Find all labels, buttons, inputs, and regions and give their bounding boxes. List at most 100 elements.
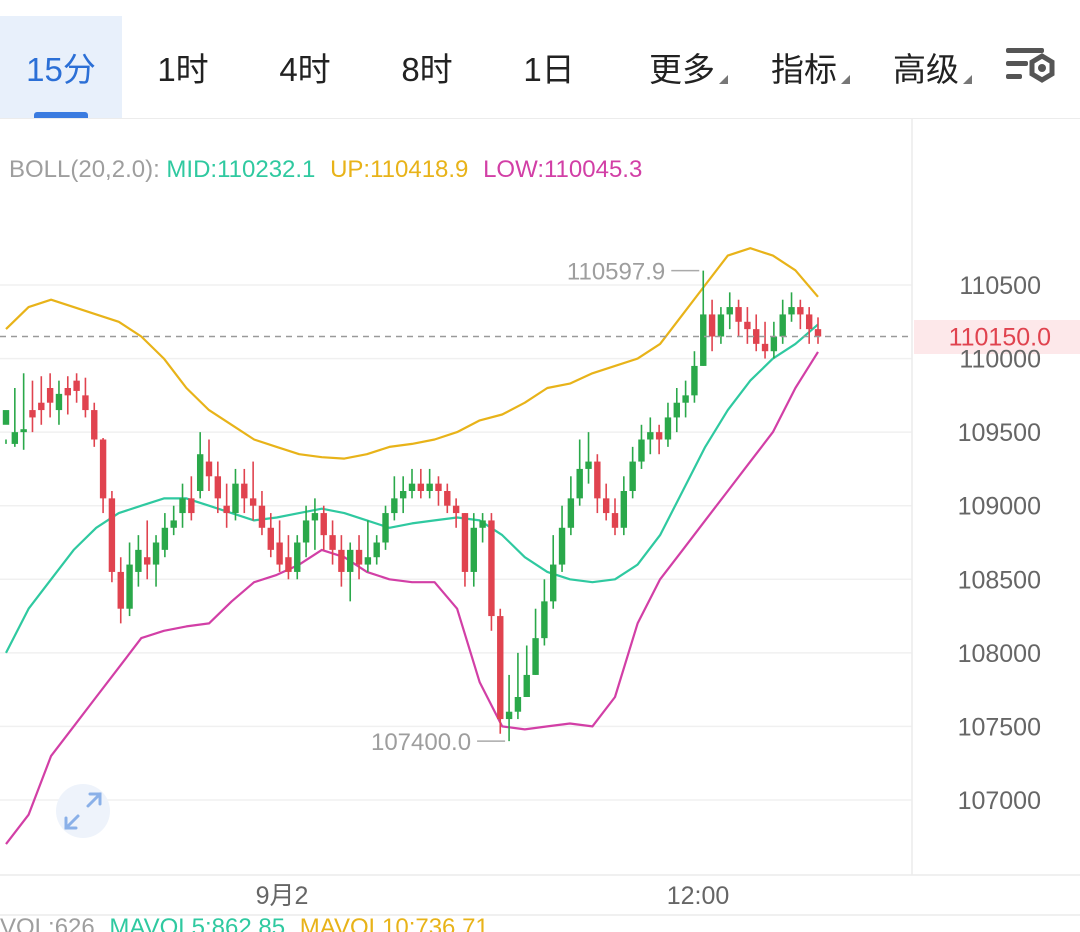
tab-1d[interactable]: 1日: [488, 16, 610, 118]
candle-body: [638, 439, 645, 462]
tab-label: 4时: [279, 51, 331, 88]
candlestick-chart[interactable]: 110500 110000 109500 109000 108500 108000 1075…: [0, 118, 1080, 918]
candle-body: [788, 307, 795, 315]
candle-body: [514, 697, 522, 712]
candle-body: [594, 461, 601, 499]
candle-body: [179, 498, 186, 514]
price-tick-label: 110500: [959, 272, 1041, 300]
candle-body: [285, 557, 292, 572]
timeframe-tab-bar: 15分 1时 4时 8时 1日 更多 指标 高级: [0, 0, 1080, 119]
candle-body: [347, 549, 354, 572]
tab-4h[interactable]: 4时: [244, 16, 366, 118]
volume-legend: VOL:626 MAVOL5:862.85 MAVOL10:736.71: [0, 918, 1080, 932]
candle-body: [294, 542, 301, 572]
boll-mid-line: [5, 323, 819, 654]
candle-body: [611, 513, 619, 528]
tab-label: 更多: [649, 51, 715, 88]
candle-body: [11, 432, 19, 444]
candle-body: [532, 638, 539, 675]
boll-mid-value: MID:110232.1: [166, 156, 316, 183]
candle-body: [550, 564, 557, 602]
candle-body: [144, 557, 151, 565]
candle-body: [214, 476, 222, 499]
tab-label: 1时: [157, 51, 209, 88]
tab-indicators-dropdown[interactable]: 指标: [758, 16, 850, 118]
candle-body: [196, 454, 204, 491]
candle-body: [744, 321, 751, 330]
dropdown-caret-icon: [841, 75, 850, 84]
candle-body: [382, 513, 389, 543]
tab-more-dropdown[interactable]: 更多: [636, 16, 728, 118]
tab-label: 指标: [771, 51, 837, 88]
tab-1h[interactable]: 1时: [122, 16, 244, 118]
price-tick-label: 107000: [958, 787, 1041, 815]
candle-body: [814, 329, 822, 337]
last-price-label: 110150.0: [949, 324, 1051, 352]
candle-body: [753, 329, 760, 344]
candle-body: [320, 513, 327, 536]
vol-value: VOL:626: [0, 918, 95, 932]
candle-body: [329, 535, 336, 550]
candle-body: [135, 549, 142, 572]
candle-body: [373, 542, 380, 558]
candle-body: [805, 314, 813, 330]
boll-lower-line: [5, 351, 819, 845]
boll-up-value: UP:110418.9: [330, 156, 469, 183]
candle-body: [364, 557, 372, 565]
mavol5-value: MAVOL5:862.85: [109, 918, 286, 932]
candle-body: [770, 336, 778, 352]
candle-body: [497, 616, 504, 720]
candle-body: [452, 505, 460, 514]
candle-body: [38, 402, 45, 411]
candle-body: [29, 410, 36, 418]
candle-body: [205, 461, 213, 477]
candle-body: [673, 402, 680, 418]
last-price-tag-bg: [914, 320, 1080, 354]
tab-15min[interactable]: 15分: [0, 16, 122, 118]
candle-body: [126, 564, 133, 609]
candle-body: [117, 571, 124, 609]
candle-body: [726, 307, 733, 315]
candle-body: [399, 491, 407, 499]
candle-body: [267, 527, 274, 550]
tab-advanced-dropdown[interactable]: 高级: [880, 16, 972, 118]
candle-body: [435, 483, 442, 491]
high-price-annotation: 110597.9: [567, 259, 665, 286]
candle-body: [717, 314, 725, 337]
candle-body: [223, 505, 230, 514]
chart-settings-icon[interactable]: [1000, 42, 1060, 92]
candle-body: [585, 461, 592, 469]
candle-body: [391, 498, 398, 514]
time-tick-label: 9月2: [256, 882, 309, 910]
candle-body: [91, 410, 98, 440]
candle-body: [505, 711, 513, 720]
candle-body: [735, 307, 742, 322]
candle-body: [170, 520, 177, 528]
candle-body: [311, 513, 319, 521]
candle-body: [241, 483, 248, 499]
candle-body: [647, 432, 654, 440]
candle-body: [691, 365, 698, 396]
mavol10-value: MAVOL10:736.71: [299, 918, 489, 932]
candle-body: [188, 498, 195, 514]
tab-label: 15分: [26, 51, 96, 88]
candle-body: [258, 505, 266, 528]
boll-upper-line: [5, 247, 819, 460]
tab-8h[interactable]: 8时: [366, 16, 488, 118]
candle-body: [470, 527, 477, 572]
candle-body: [602, 498, 610, 514]
candle-body: [576, 468, 583, 499]
price-tick-label: 107500: [958, 713, 1041, 741]
candle-body: [461, 513, 469, 572]
time-tick-label: 12:00: [667, 882, 730, 910]
boll-indicator-legend: BOLL(20,2.0): MID:110232.1 UP:110418.9 L…: [9, 156, 650, 184]
fullscreen-expand-icon[interactable]: [56, 784, 110, 838]
candle-body: [629, 461, 636, 491]
candle-body: [779, 314, 786, 337]
candle-body: [232, 483, 239, 514]
candle-body: [161, 527, 169, 550]
candle-body: [682, 395, 689, 403]
candle-body: [302, 520, 310, 543]
candle-body: [558, 527, 566, 565]
dropdown-caret-icon: [719, 75, 728, 84]
